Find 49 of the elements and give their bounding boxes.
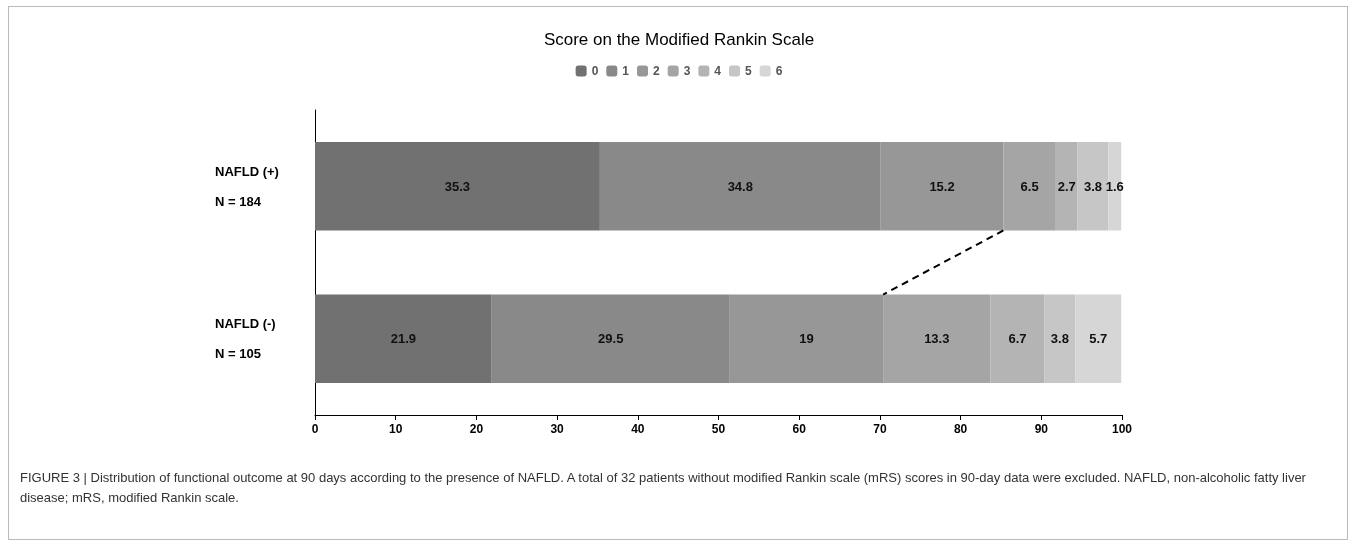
x-tick-label: 10 (389, 422, 403, 436)
bar (1108, 142, 1122, 231)
x-tick-label: 30 (550, 422, 565, 436)
bar (1055, 142, 1078, 231)
legend-label: 2 (652, 64, 660, 78)
y-tick-label: NAFLD (-) N = 105 (215, 316, 276, 362)
x-tick-label: 20 (469, 422, 484, 436)
bar (599, 142, 881, 231)
data-label: 34.8 (727, 178, 753, 194)
legend-label: 1 (622, 64, 630, 78)
data-label: 3.8 (1083, 178, 1102, 194)
bar (491, 294, 730, 383)
bar (883, 294, 991, 383)
bar (729, 294, 884, 383)
data-label: 1.6 (1105, 178, 1124, 194)
bar (880, 142, 1004, 231)
legend-label: 4 (714, 64, 722, 78)
legend-label: 0 (591, 64, 599, 78)
chart-title: Score on the Modified Rankin Scale (543, 30, 815, 49)
y-tick-label: NAFLD (+) N = 184 (215, 163, 279, 209)
bar (990, 294, 1045, 383)
x-tick-label: 60 (792, 422, 807, 436)
data-label: 19 (799, 331, 814, 347)
data-label: 13.3 (924, 331, 950, 347)
data-label: 29.5 (598, 331, 624, 347)
x-tick-label: 100 (1111, 422, 1133, 436)
data-label: 35.3 (444, 178, 471, 194)
bar (1075, 294, 1122, 383)
legend-label: 6 (775, 64, 783, 78)
legend-label: 3 (683, 64, 691, 78)
bar (315, 294, 492, 383)
legend-label: 5 (745, 64, 753, 78)
x-tick-label: 40 (631, 422, 645, 436)
bar (315, 142, 600, 231)
data-label: 2.7 (1057, 178, 1076, 194)
data-label: 21.9 (390, 331, 417, 347)
x-tick-label: 0 (311, 422, 319, 436)
bar (1003, 142, 1056, 231)
bar (1044, 294, 1076, 383)
data-label: 15.2 (929, 178, 955, 194)
data-label: 5.7 (1089, 331, 1108, 347)
data-label: 6.7 (1008, 331, 1027, 347)
x-tick-label: 70 (873, 422, 887, 436)
x-tick-label: 50 (711, 422, 726, 436)
caption: FIGURE 3 | Distribution of functional outcome at 90 days according to the presence of NAFLD. A total of 32 patients without modified Rankin scale (mRS) scores in 90-day data were excluded. NAFLD, non-alcoholic fatty liver disease; mRS, modified Rankin scale. (20, 469, 1307, 507)
data-label: 3.8 (1050, 331, 1069, 347)
x-tick-label: 90 (1034, 422, 1049, 436)
x-tick-label: 80 (953, 422, 968, 436)
data-label: 6.5 (1020, 178, 1039, 194)
